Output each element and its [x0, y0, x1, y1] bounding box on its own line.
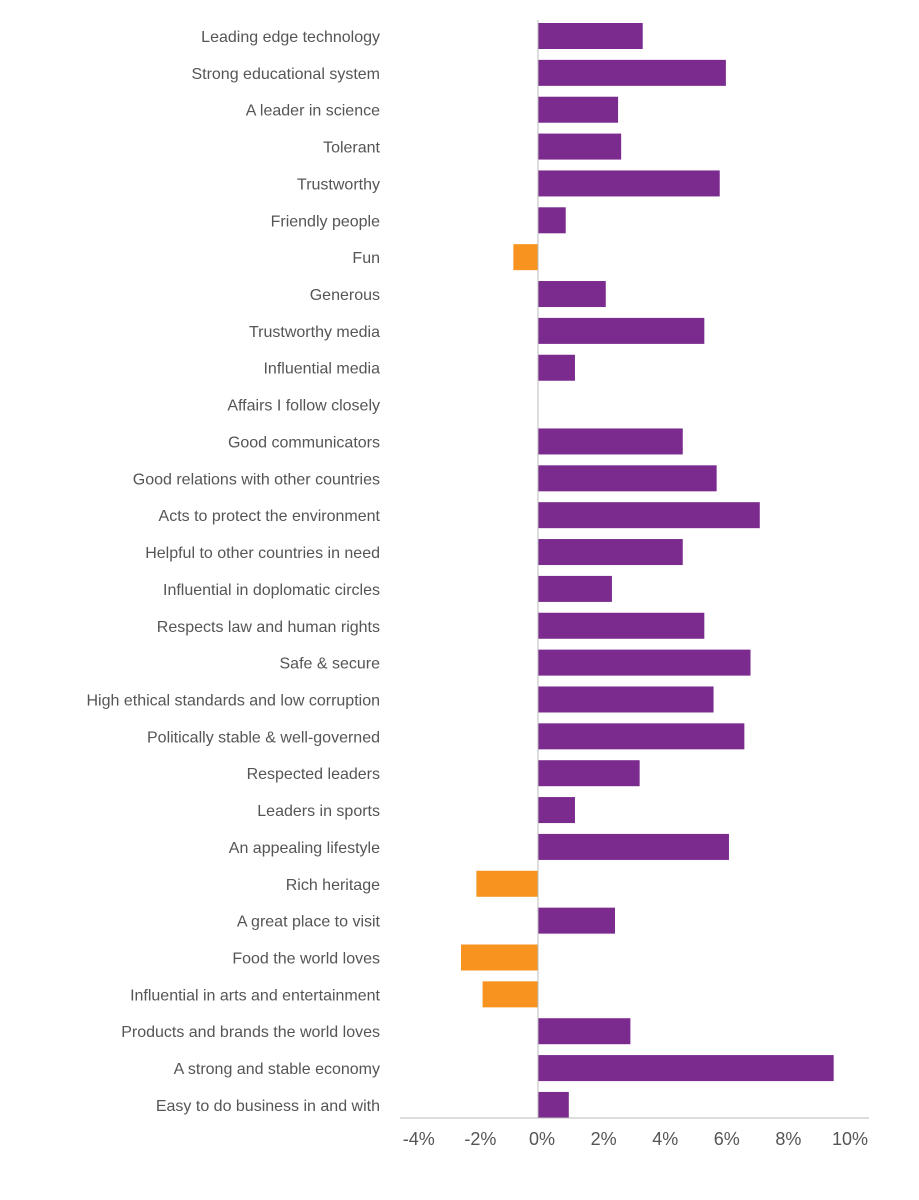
category-label-products-and-brands-the-world-loves: Products and brands the world loves — [121, 1024, 380, 1041]
bar-leaders-in-sports — [538, 797, 575, 824]
bar-acts-to-protect-the-environment — [538, 502, 760, 529]
category-label-friendly-people: Friendly people — [271, 213, 381, 230]
category-label-politically-stable-well-governed: Politically stable & well-governed — [147, 729, 380, 746]
category-label-respected-leaders: Respected leaders — [247, 766, 380, 783]
bar-rich-heritage — [476, 870, 538, 897]
x-tick-label: -4% — [403, 1129, 435, 1149]
x-tick-label: 6% — [714, 1129, 740, 1149]
bar-a-leader-in-science — [538, 96, 619, 123]
bar-politically-stable-well-governed — [538, 723, 745, 750]
bar-respected-leaders — [538, 760, 640, 787]
bar-strong-educational-system — [538, 59, 726, 86]
bar-trustworthy — [538, 170, 720, 197]
x-tick-label: 8% — [775, 1129, 801, 1149]
category-label-rich-heritage: Rich heritage — [286, 877, 380, 894]
category-labels: Leading edge technology Strong educationa… — [87, 29, 381, 1115]
category-label-influential-in-arts-and-entertainment: Influential in arts and entertainment — [130, 987, 380, 1004]
category-label-a-strong-and-stable-economy: A strong and stable economy — [174, 1061, 380, 1078]
category-label-safe-secure: Safe & secure — [280, 656, 381, 673]
bar-influential-in-doplomatic-circles — [538, 575, 612, 602]
bar-easy-to-do-business-in-and-with — [538, 1091, 569, 1118]
bar-a-strong-and-stable-economy — [538, 1055, 834, 1082]
category-label-good-relations-with-other-countries: Good relations with other countries — [133, 471, 380, 488]
bar-fun — [513, 244, 538, 271]
bar-tolerant — [538, 133, 622, 160]
category-label-fun: Fun — [352, 250, 380, 267]
x-tick-label: 10% — [832, 1129, 868, 1149]
bar-products-and-brands-the-world-loves — [538, 1018, 631, 1045]
bar-food-the-world-loves — [461, 944, 538, 971]
category-label-influential-in-doplomatic-circles: Influential in doplomatic circles — [163, 582, 380, 599]
category-label-respects-law-and-human-rights: Respects law and human rights — [157, 619, 380, 636]
category-label-easy-to-do-business-in-and-with: Easy to do business in and with — [156, 1098, 380, 1115]
bar-high-ethical-standards-and-low-corruption — [538, 686, 714, 713]
bar-generous — [538, 281, 606, 308]
category-label-a-great-place-to-visit: A great place to visit — [237, 914, 381, 931]
category-label-leading-edge-technology: Leading edge technology — [201, 29, 380, 46]
bar-safe-secure — [538, 649, 751, 676]
bar-friendly-people — [538, 207, 566, 234]
bar-leading-edge-technology — [538, 23, 643, 49]
category-label-good-communicators: Good communicators — [228, 434, 380, 451]
category-label-influential-media: Influential media — [263, 361, 380, 378]
category-label-affairs-i-follow-closely: Affairs I follow closely — [227, 398, 380, 415]
bar-influential-in-arts-and-entertainment — [482, 981, 538, 1008]
category-label-leaders-in-sports: Leaders in sports — [257, 803, 380, 820]
bar-respects-law-and-human-rights — [538, 612, 705, 639]
category-label-food-the-world-loves: Food the world loves — [232, 951, 380, 968]
x-tick-label: 4% — [652, 1129, 678, 1149]
bar-a-great-place-to-visit — [538, 907, 615, 934]
bars-group — [461, 23, 834, 1118]
x-tick-label: -2% — [464, 1129, 496, 1149]
bar-an-appealing-lifestyle — [538, 833, 729, 860]
category-label-trustworthy: Trustworthy — [297, 176, 380, 193]
category-label-acts-to-protect-the-environment: Acts to protect the environment — [159, 508, 381, 525]
bar-good-relations-with-other-countries — [538, 465, 717, 492]
x-tick-label: 0% — [529, 1129, 555, 1149]
category-label-strong-educational-system: Strong educational system — [191, 66, 380, 83]
category-label-high-ethical-standards-and-low-corruption: High ethical standards and low corruptio… — [87, 692, 381, 709]
category-label-tolerant: Tolerant — [323, 140, 380, 157]
category-label-helpful-to-other-countries-in-need: Helpful to other countries in need — [145, 545, 380, 562]
bar-helpful-to-other-countries-in-need — [538, 539, 683, 566]
bar-influential-media — [538, 354, 575, 381]
category-label-an-appealing-lifestyle: An appealing lifestyle — [229, 840, 380, 857]
x-axis-ticks: -4% -2% 0% 2% 4% 6% 8% 10% — [403, 1129, 868, 1149]
bar-good-communicators — [538, 428, 683, 455]
bar-trustworthy-media — [538, 317, 705, 344]
category-label-trustworthy-media: Trustworthy media — [249, 324, 380, 341]
category-label-a-leader-in-science: A leader in science — [246, 103, 380, 120]
category-label-generous: Generous — [310, 287, 380, 304]
x-tick-label: 2% — [591, 1129, 617, 1149]
